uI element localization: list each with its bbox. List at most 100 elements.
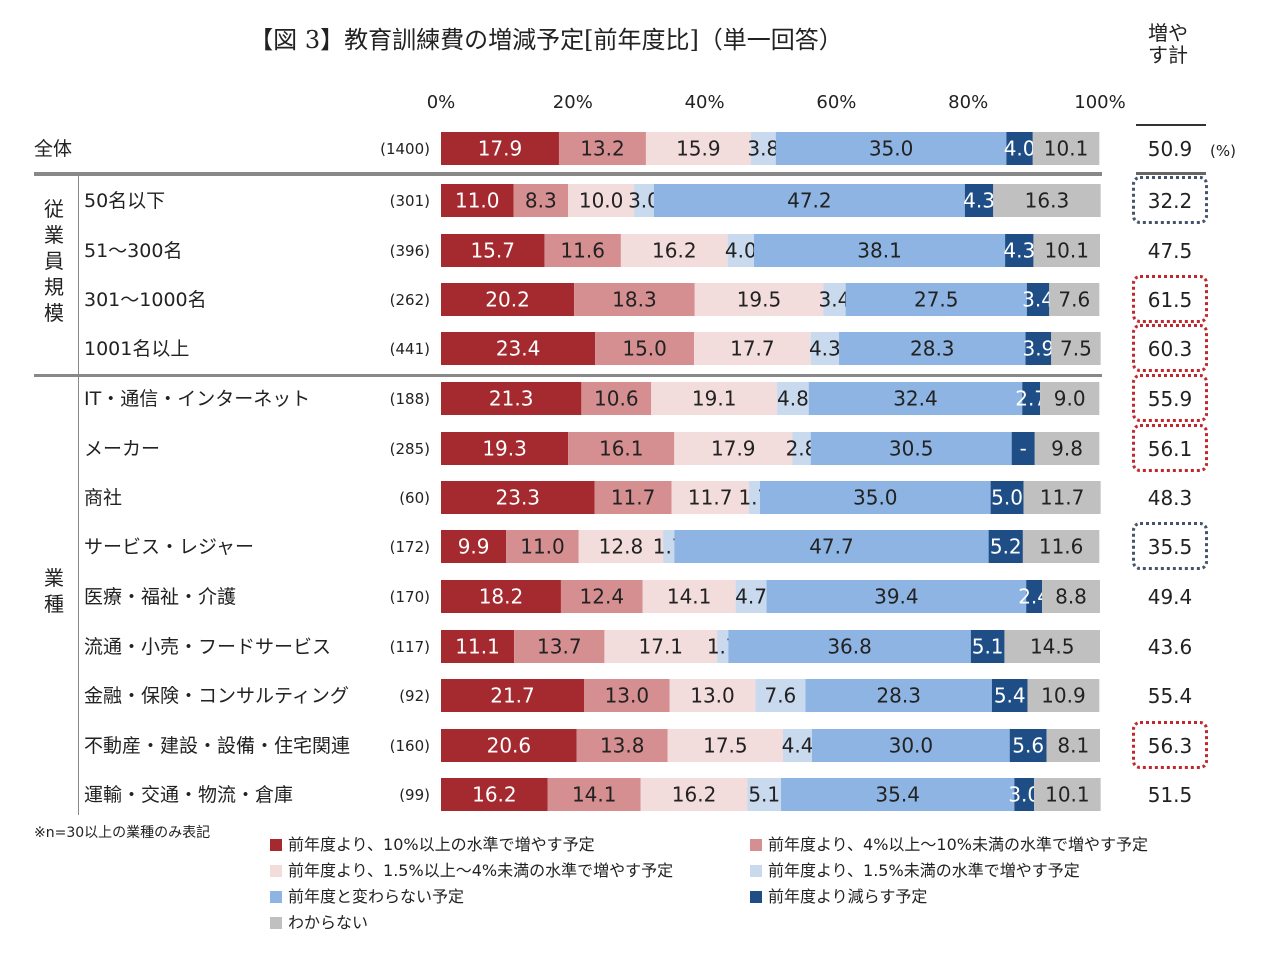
bar-segment xyxy=(578,530,664,563)
bar-segment xyxy=(663,530,675,563)
bar-segment xyxy=(748,481,760,514)
group-label-company-size: 従 業 員 規 模 xyxy=(44,197,64,325)
bar-segment xyxy=(674,530,989,563)
row-label: IT・通信・インターネット xyxy=(84,388,311,410)
bar-segment xyxy=(747,778,782,811)
bar-segment xyxy=(777,382,809,415)
bar-segment xyxy=(1033,234,1100,267)
highlight-box-high xyxy=(1132,275,1208,323)
row-sample-size: (285) xyxy=(389,440,430,458)
bar-segment xyxy=(988,530,1023,563)
bar-data-label: 21.3 xyxy=(489,387,534,411)
bar-data-label: 38.1 xyxy=(857,239,902,263)
bar-segment xyxy=(651,382,778,415)
bar-data-label: 4.3 xyxy=(809,337,841,361)
highlight-box-high xyxy=(1132,324,1208,372)
bar-data-label: 23.4 xyxy=(496,337,541,361)
row-sample-size: (301) xyxy=(389,192,430,210)
bar-segment xyxy=(1023,481,1101,514)
bar-data-label: 47.2 xyxy=(787,189,832,213)
bar-data-label: 16.2 xyxy=(672,783,717,807)
bar-data-label: 16.2 xyxy=(472,783,517,807)
bar-data-label: 13.7 xyxy=(537,635,582,659)
bar-data-label: 11.0 xyxy=(455,189,500,213)
legend-swatch xyxy=(750,891,762,903)
increase-total-value: 61.5 xyxy=(1147,288,1193,312)
legend-label: 前年度より減らす予定 xyxy=(768,887,928,906)
row-sample-size: (188) xyxy=(389,390,430,408)
highlight-box-low xyxy=(1132,522,1208,570)
bar-segment xyxy=(766,580,1027,613)
bar-data-label: 8.3 xyxy=(525,189,557,213)
bar-segment xyxy=(812,729,1010,762)
row-label: 商社 xyxy=(84,487,123,509)
bar-data-label: 39.4 xyxy=(874,585,919,609)
bar-data-label: 19.3 xyxy=(482,437,527,461)
bar-segment xyxy=(728,630,971,663)
bar-segment xyxy=(1046,729,1100,762)
highlight-box-low xyxy=(1132,176,1208,224)
legend-label: わからない xyxy=(288,913,369,932)
bar-segment xyxy=(671,481,749,514)
increase-total-value: 55.4 xyxy=(1147,684,1193,708)
bar-segment xyxy=(1004,630,1101,663)
bar-data-label: 4.7 xyxy=(735,585,767,609)
bar-data-label: 13.2 xyxy=(580,137,625,161)
increase-total-value: 48.3 xyxy=(1147,486,1193,510)
bar-data-label: 10.1 xyxy=(1045,783,1090,807)
row-label: メーカー xyxy=(84,438,161,460)
bar-segment xyxy=(1011,432,1035,465)
bar-segment xyxy=(441,432,569,465)
increase-col-top-line xyxy=(1136,124,1206,126)
row-sample-size: (441) xyxy=(389,340,430,358)
bar-data-label: 11.1 xyxy=(455,635,500,659)
bar-data-label: 8.8 xyxy=(1055,585,1087,609)
legend-item: わからない xyxy=(270,912,368,934)
bar-data-label: 10.0 xyxy=(579,189,624,213)
legend-label: 前年度より、10%以上の水準で増やす予定 xyxy=(288,835,595,854)
bar-data-label: 13.8 xyxy=(600,734,645,758)
divider-total xyxy=(34,172,1102,176)
bar-data-label: 21.7 xyxy=(490,684,535,708)
bar-data-label: 17.5 xyxy=(703,734,748,758)
bar-segment xyxy=(441,729,577,762)
bar-data-label: 47.7 xyxy=(809,535,854,559)
highlight-box-high xyxy=(1132,721,1208,769)
bar-data-label: 12.8 xyxy=(599,535,644,559)
legend-label: 前年度より、1.5%未満の水準で増やす予定 xyxy=(768,861,1080,880)
bar-data-label: 11.7 xyxy=(611,486,656,510)
row-sample-size: (396) xyxy=(389,242,430,260)
bar-data-label: 4.0 xyxy=(725,239,757,263)
bar-segment xyxy=(674,432,793,465)
bar-data-label: 5.4 xyxy=(994,684,1026,708)
bar-data-label: 10.1 xyxy=(1044,137,1089,161)
bar-segment xyxy=(781,778,1015,811)
bar-data-label: 10.6 xyxy=(594,387,639,411)
increase-total-value: 47.5 xyxy=(1147,239,1193,263)
bar-segment xyxy=(845,283,1027,316)
x-tick-label: 80% xyxy=(948,92,989,113)
bar-data-label: 3.8 xyxy=(747,137,779,161)
bar-segment xyxy=(1026,580,1043,613)
bar-segment xyxy=(604,630,718,663)
bar-data-label: 23.3 xyxy=(496,486,541,510)
increase-total-value: 43.6 xyxy=(1147,635,1193,659)
legend-item: 前年度と変わらない予定 xyxy=(270,886,464,908)
row-sample-size: (170) xyxy=(389,588,430,606)
bar-data-label: 3.9 xyxy=(1022,337,1054,361)
bar-segment xyxy=(568,184,635,217)
bar-data-label: 12.4 xyxy=(580,585,625,609)
bar-segment xyxy=(735,580,767,613)
increase-total-value: 49.4 xyxy=(1147,585,1193,609)
bar-segment xyxy=(595,332,695,365)
bar-data-label: 10.1 xyxy=(1044,239,1089,263)
bar-data-label: 14.1 xyxy=(667,585,712,609)
bar-data-label: 16.1 xyxy=(599,437,644,461)
increase-total-value: 51.5 xyxy=(1147,783,1193,807)
bar-data-label: 7.5 xyxy=(1060,337,1092,361)
bar-data-label: 17.7 xyxy=(730,337,775,361)
x-tick-label: 40% xyxy=(684,92,725,113)
row-sample-size: (160) xyxy=(389,737,430,755)
increase-total-value: 32.2 xyxy=(1147,189,1193,213)
bar-data-label: 11.6 xyxy=(560,239,605,263)
